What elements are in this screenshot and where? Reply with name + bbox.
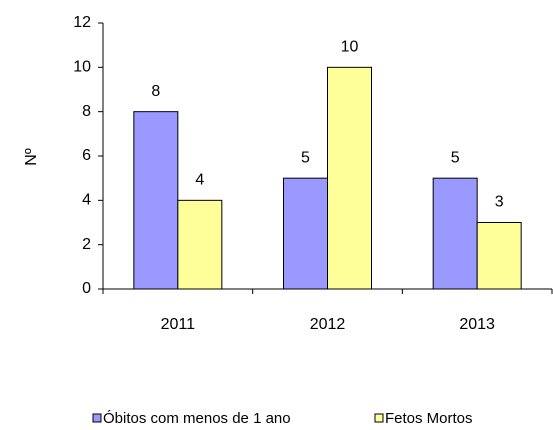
x-tick-label: 2011 <box>161 316 196 333</box>
bar <box>476 222 522 290</box>
legend-label: Fetos Mortos <box>385 410 473 427</box>
x-tick-label: 2013 <box>459 316 495 333</box>
data-label: 5 <box>301 149 310 166</box>
bar <box>133 111 179 290</box>
legend-swatch <box>92 413 102 423</box>
bar <box>327 66 372 290</box>
y-tick-label: 0 <box>82 280 91 297</box>
x-tick-label: 2012 <box>310 316 346 333</box>
data-label: 4 <box>195 172 204 189</box>
y-axis-label: Nº <box>23 148 40 166</box>
y-tick-label: 4 <box>82 192 91 209</box>
bar <box>432 177 478 290</box>
data-label: 3 <box>495 194 504 211</box>
data-label: 8 <box>151 83 160 100</box>
y-tick-label: 10 <box>73 59 91 76</box>
y-tick-label: 2 <box>82 236 91 253</box>
data-label: 5 <box>451 149 460 166</box>
legend-label: Óbitos com menos de 1 ano <box>103 410 291 427</box>
bar <box>177 199 223 290</box>
y-tick-label: 12 <box>73 14 91 31</box>
y-tick-label: 6 <box>82 147 91 164</box>
legend-swatch <box>374 413 384 423</box>
data-label: 10 <box>341 39 359 56</box>
y-tick-label: 8 <box>82 103 91 120</box>
bar <box>283 177 328 290</box>
